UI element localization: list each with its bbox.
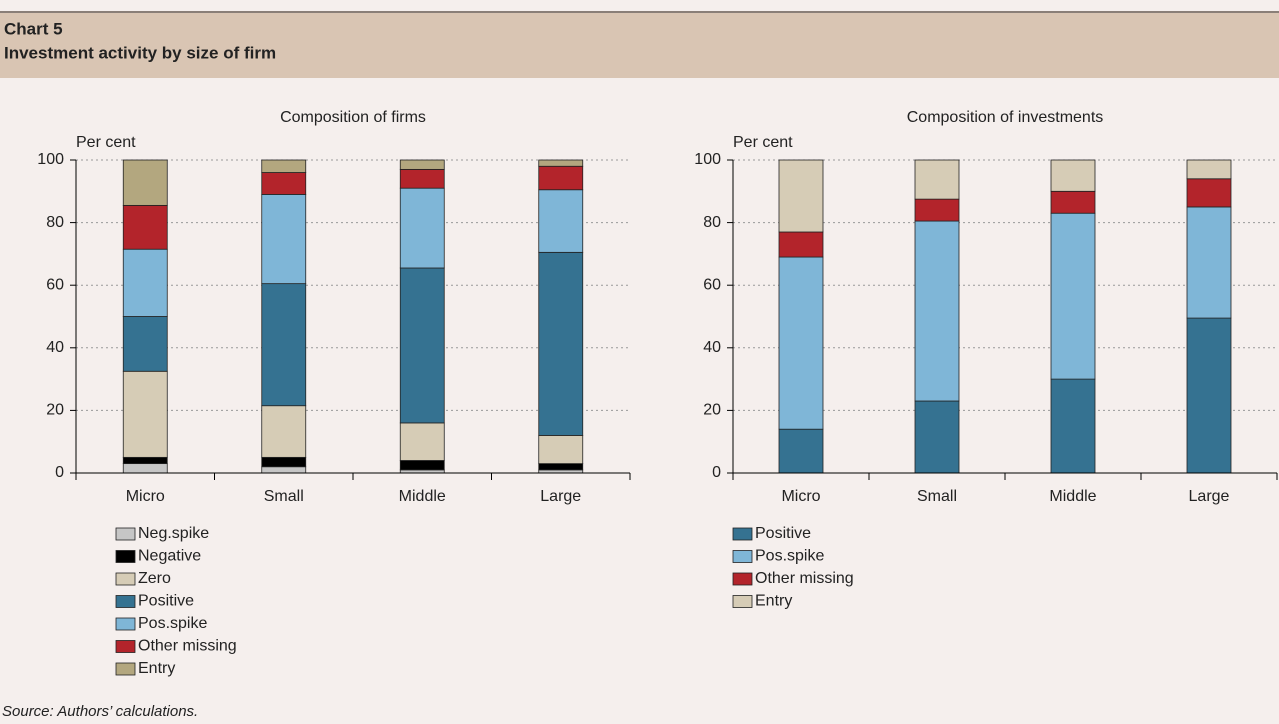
source: Source: Authors’ calculations.: [2, 703, 198, 720]
chart-title: Investment activity by size of firm: [4, 43, 276, 62]
legend-label: Positive: [755, 525, 811, 542]
y-tick-label: 0: [712, 464, 721, 481]
bar-segment: [261, 466, 307, 474]
bar-segment: [261, 194, 307, 285]
bar-segment: [914, 400, 960, 474]
y-tick-label: 0: [55, 464, 64, 481]
x-tick-label: Middle: [399, 488, 446, 505]
plot-title: Composition of firms: [280, 109, 426, 126]
bar-segment: [261, 159, 307, 173]
x-tick-label: Small: [264, 488, 304, 505]
x-tick-label: Middle: [1049, 488, 1096, 505]
bar-segment: [1050, 378, 1096, 474]
bar-segment: [1186, 159, 1232, 180]
legend-swatch: [732, 595, 753, 608]
y-tick-label: 20: [46, 402, 64, 419]
bar-segment: [261, 456, 307, 468]
bar-segment: [399, 168, 445, 189]
bar-segment: [778, 159, 824, 233]
header-band: [0, 12, 1279, 78]
x-tick-label: Large: [1189, 488, 1230, 505]
x-tick-label: Micro: [781, 488, 820, 505]
legend-swatch: [115, 617, 136, 631]
bar-segment: [1186, 317, 1232, 474]
y-tick-label: 60: [703, 276, 721, 293]
legend-label: Neg.spike: [138, 525, 209, 542]
bar-segment: [122, 204, 168, 250]
legend-swatch: [732, 550, 753, 563]
bar-segment: [1186, 206, 1232, 319]
legend-label: Positive: [138, 593, 194, 610]
bar-segment: [1186, 178, 1232, 208]
legend-swatch: [115, 572, 136, 586]
bar-segment: [1050, 212, 1096, 380]
x-tick-label: Small: [917, 488, 957, 505]
bar-segment: [122, 463, 168, 474]
legend-swatch: [732, 527, 753, 541]
y-tick-label: 40: [46, 339, 64, 356]
chart-label: Chart 5: [4, 19, 63, 38]
bar-segment: [538, 251, 584, 436]
bar-segment: [399, 159, 445, 170]
bar-segment: [1050, 159, 1096, 192]
legend-label: Negative: [138, 548, 201, 565]
y-tick-label: 100: [37, 151, 64, 168]
y-axis-label: Per cent: [76, 134, 136, 151]
legend-swatch: [115, 640, 136, 653]
bar-segment: [399, 422, 445, 461]
legend-label: Pos.spike: [755, 548, 824, 565]
legend-label: Zero: [138, 570, 171, 587]
bar-segment: [914, 198, 960, 222]
bar-segment: [261, 172, 307, 195]
bar-segment: [778, 231, 824, 258]
bar-segment: [261, 405, 307, 458]
y-axis-label: Per cent: [733, 134, 793, 151]
bar-segment: [538, 463, 584, 471]
legend-swatch: [115, 527, 136, 541]
bar-segment: [122, 159, 168, 206]
y-tick-label: 60: [46, 276, 64, 293]
bar-segment: [778, 256, 824, 430]
bar-segment: [538, 435, 584, 465]
bar-segment: [538, 159, 584, 167]
bar-segment: [122, 370, 168, 458]
legend-label: Other missing: [138, 638, 237, 655]
plot-title: Composition of investments: [907, 109, 1104, 126]
bar-segment: [1050, 190, 1096, 214]
legend-swatch: [115, 595, 136, 608]
bar-segment: [261, 283, 307, 407]
y-tick-label: 80: [46, 214, 64, 231]
bar-segment: [122, 456, 168, 465]
bar-segment: [914, 159, 960, 200]
x-tick-label: Large: [540, 488, 581, 505]
legend-label: Other missing: [755, 570, 854, 587]
bar-segment: [399, 460, 445, 471]
bar-segment: [914, 220, 960, 402]
y-tick-label: 100: [694, 151, 721, 168]
y-tick-label: 40: [703, 339, 721, 356]
bar-segment: [399, 267, 445, 424]
x-tick-label: Micro: [126, 488, 165, 505]
y-tick-label: 20: [703, 402, 721, 419]
legend-swatch: [732, 572, 753, 586]
y-tick-label: 80: [703, 214, 721, 231]
bar-segment: [538, 189, 584, 253]
legend-swatch: [115, 662, 136, 676]
bar-segment: [399, 187, 445, 269]
bar-segment: [538, 165, 584, 191]
bar-segment: [122, 248, 168, 317]
bar-segment: [778, 428, 824, 474]
legend-label: Entry: [138, 660, 175, 677]
legend-label: Pos.spike: [138, 615, 207, 632]
legend-swatch: [115, 550, 136, 563]
bar-segment: [122, 316, 168, 372]
legend-label: Entry: [755, 593, 792, 610]
